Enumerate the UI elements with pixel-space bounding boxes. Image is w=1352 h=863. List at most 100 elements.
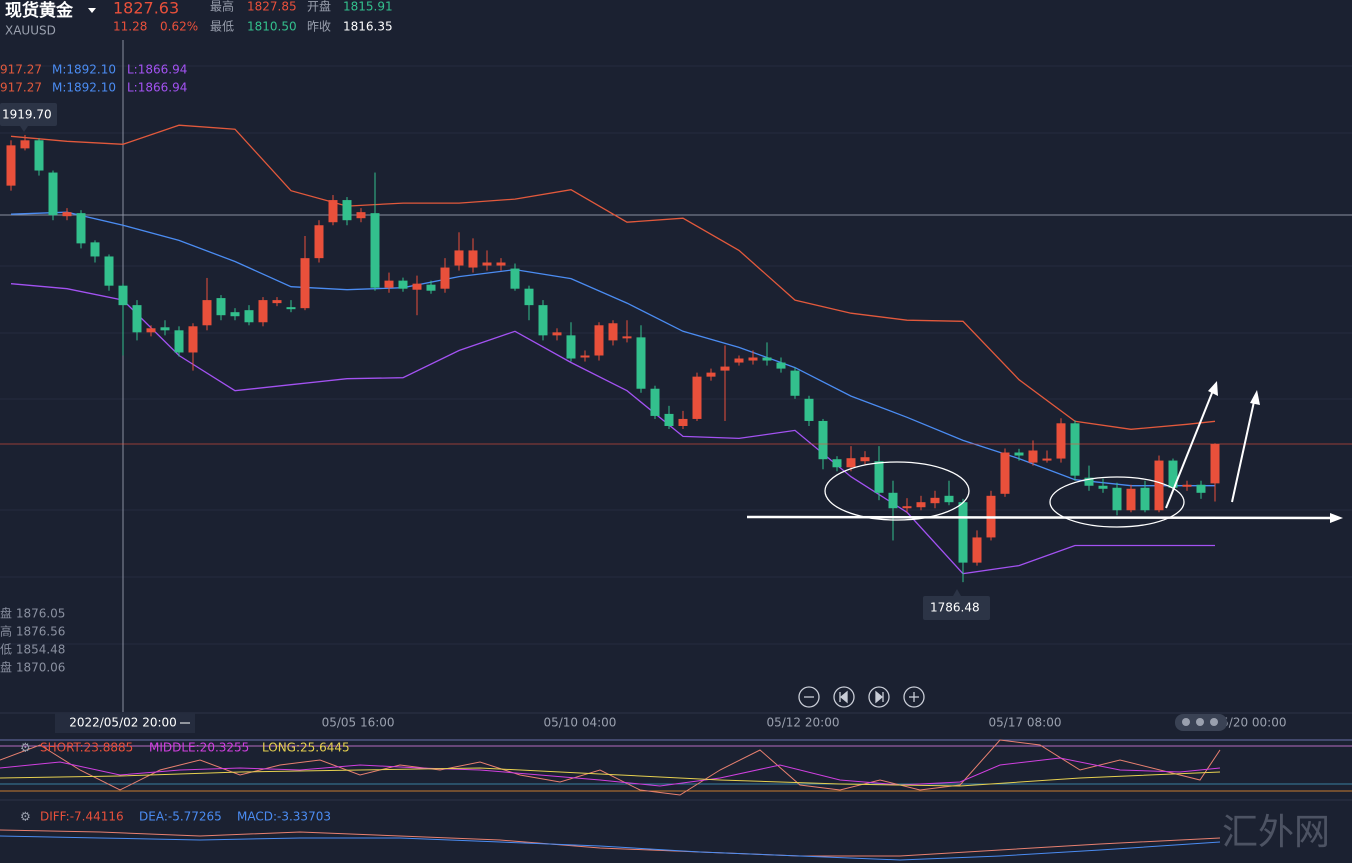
arrowhead bbox=[1330, 513, 1343, 523]
candle-body bbox=[552, 332, 562, 336]
legend-lower: L:1866.94 bbox=[127, 81, 187, 95]
candle-body bbox=[188, 326, 198, 353]
candle-body bbox=[748, 357, 758, 361]
stat-label: 昨收 bbox=[307, 20, 331, 34]
band-line bbox=[10, 283, 1215, 575]
side-stat: 盘 1876.05 bbox=[0, 606, 65, 621]
candle-body bbox=[860, 457, 870, 462]
candle-body bbox=[902, 506, 912, 509]
candle-body bbox=[1098, 485, 1108, 489]
dropdown-icon[interactable] bbox=[88, 8, 96, 13]
candle-body bbox=[1000, 452, 1010, 494]
candle-body bbox=[62, 212, 72, 217]
label-box bbox=[923, 596, 990, 620]
candle-body bbox=[510, 268, 520, 289]
stat-value: 1827.85 bbox=[247, 0, 297, 14]
candle-body bbox=[1182, 484, 1192, 487]
min-label: 1786.48 bbox=[930, 601, 980, 615]
candle-body bbox=[412, 283, 422, 290]
candle-body bbox=[1070, 423, 1080, 476]
nav-buttons bbox=[798, 686, 925, 708]
side-stat: 低 1854.48 bbox=[0, 643, 65, 657]
candle-body bbox=[930, 497, 940, 504]
sub-legend: MACD:-3.33703 bbox=[237, 810, 331, 824]
indicator-line bbox=[0, 739, 1221, 796]
candle-body bbox=[622, 336, 632, 339]
candle-body bbox=[202, 300, 212, 326]
candle-body bbox=[104, 256, 114, 286]
candle-body bbox=[398, 280, 408, 289]
candle-body bbox=[160, 327, 170, 331]
candle-body bbox=[1210, 444, 1220, 484]
candle-body bbox=[734, 358, 744, 363]
candle-body bbox=[454, 250, 464, 266]
next-button[interactable] bbox=[868, 686, 890, 708]
prev-button[interactable] bbox=[833, 686, 855, 708]
watermark: 汇外网 bbox=[1222, 812, 1330, 853]
candle-body bbox=[440, 267, 450, 289]
stat-label: 最高 bbox=[210, 0, 234, 14]
candle-body bbox=[538, 305, 548, 336]
candle-body bbox=[34, 140, 44, 171]
change-pct: 0.62% bbox=[160, 20, 198, 34]
candle-body bbox=[1056, 423, 1066, 459]
candle-body bbox=[1154, 460, 1164, 511]
candle-body bbox=[608, 323, 618, 341]
candle-body bbox=[664, 413, 674, 426]
candle-body bbox=[776, 362, 786, 369]
candle-body bbox=[790, 370, 800, 396]
x-tick-label: 05/12 20:00 bbox=[766, 716, 839, 730]
candle-body bbox=[1084, 477, 1094, 486]
candle-body bbox=[370, 213, 380, 288]
candle-body bbox=[678, 418, 688, 426]
candle-body bbox=[566, 335, 576, 359]
candle-body bbox=[356, 212, 366, 219]
candle-body bbox=[6, 145, 16, 186]
candle-body bbox=[762, 357, 772, 361]
settings-icon[interactable]: ⚙ bbox=[20, 810, 31, 824]
candle-body bbox=[958, 502, 968, 563]
legend-middle: M:1892.10 bbox=[52, 81, 116, 95]
candle-body bbox=[20, 140, 30, 149]
macd-line bbox=[0, 835, 1221, 861]
candle-body bbox=[1196, 484, 1206, 493]
dot bbox=[1196, 718, 1204, 726]
candle-body bbox=[1028, 450, 1038, 463]
support-line bbox=[746, 515, 1333, 520]
x-tick-label: 2022/05/02 20:00 bbox=[69, 716, 177, 730]
candle-body bbox=[636, 337, 646, 389]
bands bbox=[10, 124, 1216, 575]
candle-body bbox=[48, 172, 58, 216]
instrument-name[interactable]: 现货黄金 bbox=[5, 0, 74, 21]
candle-body bbox=[216, 298, 226, 316]
indicator-line bbox=[0, 757, 1221, 787]
candle-body bbox=[426, 284, 436, 291]
candle-body bbox=[314, 225, 324, 259]
candle-body bbox=[90, 242, 100, 257]
indicator-line bbox=[0, 767, 1221, 787]
max-label: 1919.70 bbox=[2, 108, 52, 122]
candle-body bbox=[720, 366, 730, 371]
candle-body bbox=[384, 280, 394, 288]
zoom-in-button[interactable] bbox=[903, 686, 925, 708]
candle-body bbox=[874, 461, 884, 493]
candles bbox=[6, 134, 1220, 583]
arrow bbox=[1165, 387, 1215, 509]
arrow bbox=[1231, 396, 1256, 503]
legend-upper: 917.27 bbox=[0, 81, 42, 95]
zoom-out-button[interactable] bbox=[798, 686, 820, 708]
settings-icon[interactable]: ⚙ bbox=[20, 741, 31, 755]
dot bbox=[1210, 718, 1218, 726]
icon bbox=[839, 690, 848, 704]
sub-legend: MIDDLE:20.3255 bbox=[149, 741, 249, 755]
sub-legend: SHORT:23.8885 bbox=[40, 741, 133, 755]
drawn-annotations bbox=[746, 387, 1333, 528]
stat-value: 1815.91 bbox=[343, 0, 393, 14]
candle-body bbox=[132, 305, 142, 333]
candle-body bbox=[286, 307, 296, 310]
candle-body bbox=[972, 537, 982, 563]
legend-lower: L:1866.94 bbox=[127, 63, 187, 77]
band-line bbox=[10, 211, 1215, 487]
candle-body bbox=[230, 312, 240, 317]
legend-upper: 917.27 bbox=[0, 63, 42, 77]
